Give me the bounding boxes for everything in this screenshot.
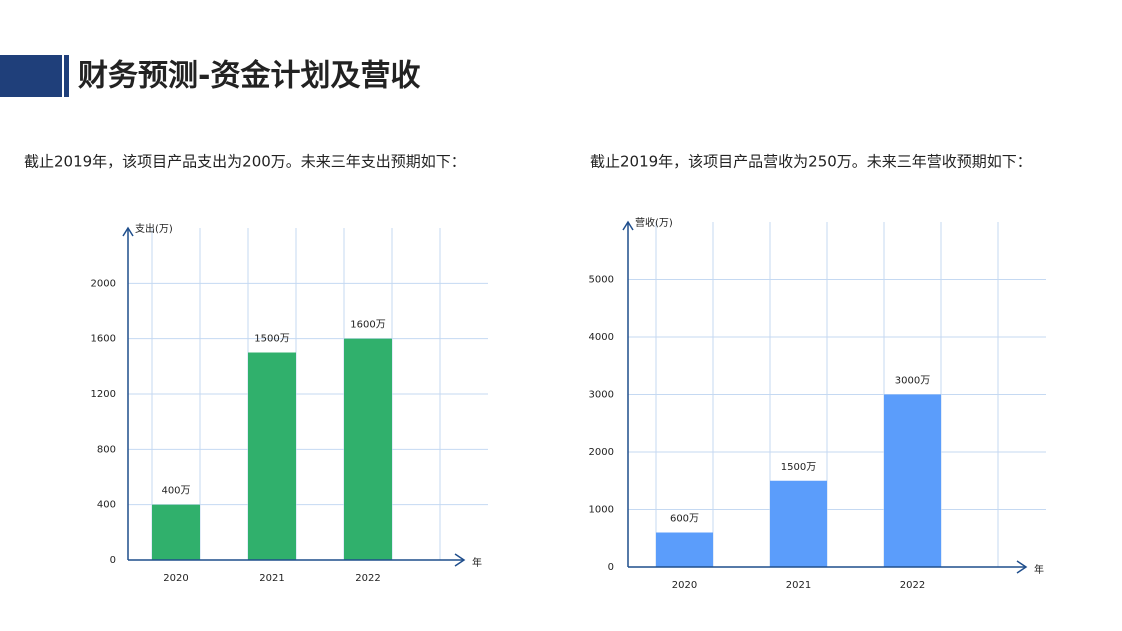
x-tick-label: 2021 [786,580,811,591]
x-axis-label: 年 [472,556,482,569]
y-tick-label: 2000 [589,447,614,458]
x-tick-label: 2021 [259,573,284,584]
y-tick-label: 800 [97,444,116,455]
bar [884,394,941,567]
y-tick-label: 0 [608,562,614,573]
data-label: 3000万 [895,376,930,387]
y-axis-label: 支出(万) [135,222,173,235]
y-tick-label: 5000 [589,275,614,286]
y-tick-label: 0 [110,555,116,566]
bar [248,352,296,560]
x-arrow [1016,560,1028,574]
data-label: 1500万 [781,462,816,473]
data-label: 600万 [670,514,699,525]
y-tick-label: 1600 [91,334,116,345]
bar [770,480,827,567]
data-label: 1600万 [350,320,385,331]
y-tick-label: 1000 [589,505,614,516]
bar [152,504,200,560]
x-arrow [454,553,466,567]
x-tick-label: 2020 [672,580,697,591]
y-axis-label: 营收(万) [635,216,673,229]
y-tick-label: 3000 [589,390,614,401]
bar [656,532,713,567]
slide-title: 财务预测-资金计划及营收 [78,59,420,94]
y-tick-label: 4000 [589,332,614,343]
chart-caption: 截止2019年，该项目产品支出为200万。未来三年支出预期如下： [24,153,466,171]
x-tick-label: 2020 [163,573,188,584]
bar [344,338,392,560]
header-block [0,55,62,97]
chart-caption: 截止2019年，该项目产品营收为250万。未来三年营收预期如下： [590,153,1032,171]
data-label: 1500万 [254,334,289,345]
y-tick-label: 400 [97,500,116,511]
x-tick-label: 2022 [900,580,925,591]
header-bar [64,55,69,97]
y-arrow [122,226,134,237]
y-tick-label: 2000 [91,278,116,289]
x-tick-label: 2022 [355,573,380,584]
data-label: 400万 [161,486,190,497]
y-tick-label: 1200 [91,389,116,400]
y-arrow [622,220,634,231]
x-axis-label: 年 [1034,563,1044,576]
